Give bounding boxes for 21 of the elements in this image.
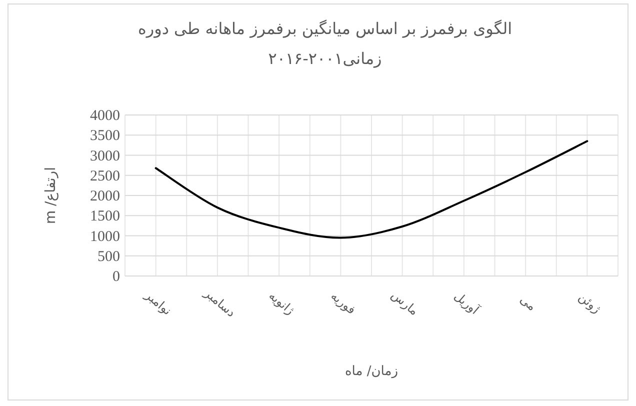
y-tick-label: 2500 xyxy=(90,168,120,184)
x-axis-title: زمان/ ماه xyxy=(345,364,398,379)
y-axis-title: ارتفاع/ m xyxy=(43,166,59,224)
y-tick-label: 3500 xyxy=(90,128,120,144)
x-tick-label: دسامبر xyxy=(201,285,238,320)
line-series xyxy=(154,140,588,239)
x-tick-label: ژوئن xyxy=(576,290,604,316)
chart-title: الگوی برفمرز بر اساس میانگین برفمرز ماهانه طی دوره زمانی۲۰۰۱-۲۰۱۶ xyxy=(136,18,514,70)
y-tick-label: 1500 xyxy=(90,208,120,225)
y-tick-label: 4000 xyxy=(90,108,120,124)
y-tick-label: 500 xyxy=(98,248,120,265)
x-tick-label: آوریل xyxy=(452,288,483,318)
x-tick-label: نوامبر xyxy=(142,287,174,318)
x-tick-label: می xyxy=(517,292,539,314)
y-tick-label: 2000 xyxy=(90,188,120,204)
y-tick-label: 3000 xyxy=(90,148,120,164)
y-tick-label: 1000 xyxy=(90,228,120,245)
x-tick-label: مارس xyxy=(388,288,422,318)
y-tick-label: 0 xyxy=(112,269,120,285)
x-tick-label: فوریه xyxy=(328,288,358,318)
x-tick-label: ژانویه xyxy=(266,288,298,318)
